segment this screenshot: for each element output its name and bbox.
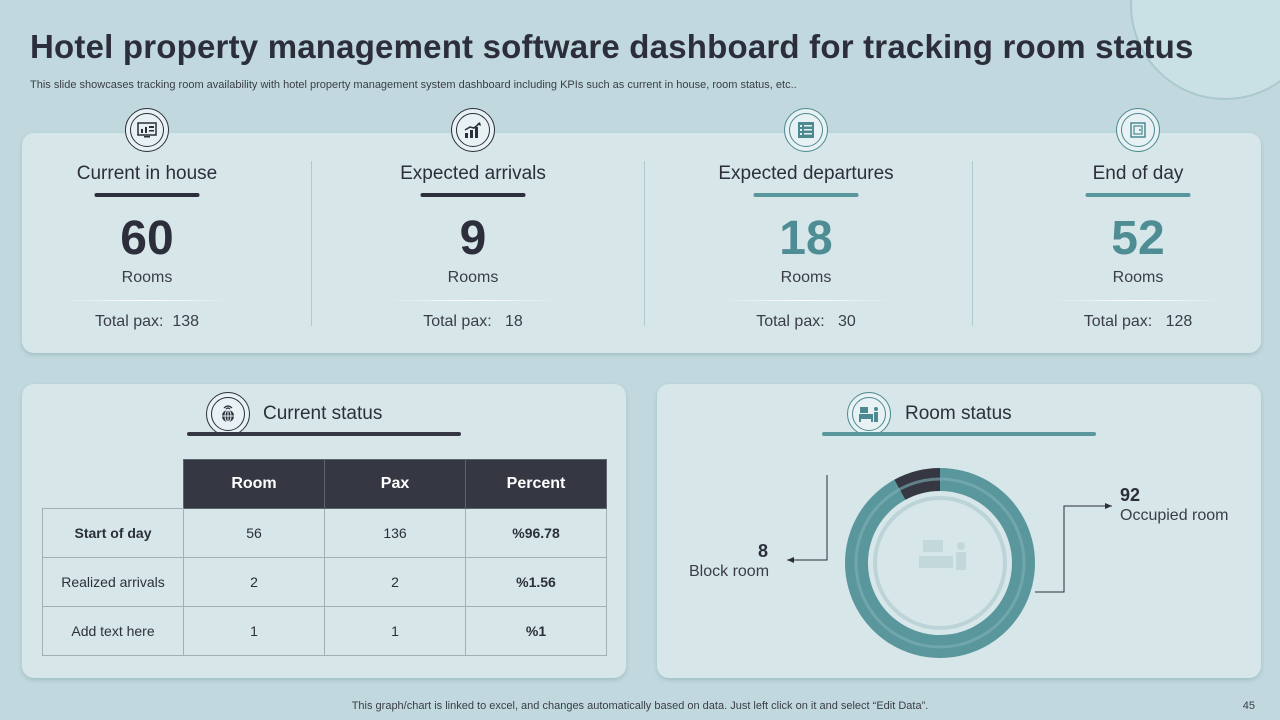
page-title: Hotel property management software dashb…: [30, 28, 1194, 65]
kpi-pax-label: Total pax:: [1083, 313, 1153, 330]
kpi-pax-value: 128: [1165, 313, 1193, 330]
footer-note: This graph/chart is linked to excel, and…: [351, 700, 929, 712]
room-status-underline: [822, 432, 1096, 436]
kpi-pax: Total pax: 18: [348, 313, 598, 331]
donut-inner-ring: [854, 477, 1026, 649]
kpi-pax-value: 30: [838, 313, 856, 330]
growth-chart-icon: [451, 108, 495, 152]
cell-pax: 2: [324, 557, 466, 607]
kpi-divider: [1048, 300, 1228, 301]
kpi-unit: Rooms: [1112, 269, 1164, 286]
occupied-room-label: Occupied room: [1120, 507, 1229, 524]
monitor-chart-icon: [125, 108, 169, 152]
cell-pax: 1: [324, 606, 466, 656]
kpi-value: 60: [120, 212, 174, 265]
table-row: Add text here 1 1 %1: [42, 606, 607, 656]
table-row: Realized arrivals 2 2 %1.56: [42, 557, 607, 607]
kpi-expected-departures: Expected departures 18 Rooms Total pax: …: [681, 108, 931, 353]
cell-room: 2: [183, 557, 325, 607]
donut-hole: [873, 496, 1007, 630]
occupied-leader-arrow: [1105, 503, 1112, 509]
kpi-separator: [311, 161, 312, 326]
cell-percent: %96.78: [465, 508, 607, 558]
kpi-pax-label: Total pax:: [756, 313, 825, 330]
block-leader-arrow: [787, 557, 794, 563]
kpi-divider: [383, 300, 563, 301]
page-number: 45: [1242, 700, 1255, 712]
column-header: Percent: [465, 459, 607, 509]
occupied-leader-line: [1035, 505, 1112, 593]
block-room-segment: [894, 468, 940, 500]
table-header-row: Room Pax Percent: [42, 459, 607, 509]
page-subtitle: This slide showcases tracking room avail…: [30, 79, 797, 91]
kpi-divider: [57, 300, 237, 301]
kpi-separator: [972, 161, 973, 326]
kpi-end-of-day: End of day 52 Rooms Total pax: 128: [1013, 108, 1263, 353]
watermark-bed-icon: [919, 540, 966, 570]
block-leader-line: [787, 475, 828, 561]
column-header: Pax: [324, 459, 466, 509]
door-icon: [1116, 108, 1160, 152]
kpi-pax-label: Total pax:: [423, 313, 492, 330]
kpi-pax: Total pax: 128: [1013, 313, 1263, 331]
checklist-icon: [784, 108, 828, 152]
table-corner-cell: [42, 459, 184, 509]
table-row: Start of day 56 136 %96.78: [42, 508, 607, 558]
cell-room: 1: [183, 606, 325, 656]
occupied-room-value: 92: [1120, 485, 1141, 505]
cell-percent: %1.56: [465, 557, 607, 607]
cell-percent: %1: [465, 606, 607, 656]
kpi-value: 18: [779, 212, 833, 265]
block-room-value: 8: [758, 541, 769, 561]
kpi-current-in-house: Current in house 60 Rooms Total pax: 138: [22, 108, 272, 353]
block-room-label: Block room: [689, 563, 770, 580]
kpi-pax: Total pax: 30: [681, 313, 931, 331]
kpi-divider: [716, 300, 896, 301]
kpi-separator: [644, 161, 645, 326]
kpi-unit: Rooms: [780, 269, 832, 286]
current-status-table: Room Pax Percent Start of day 56 136 %96…: [42, 459, 607, 656]
kpi-underline: [1085, 193, 1191, 197]
kpi-underline: [753, 193, 859, 197]
room-status-title: Room status: [905, 403, 1012, 424]
kpi-value: 9: [459, 212, 487, 265]
kpi-pax-value: 138: [172, 313, 200, 330]
kpi-underline: [94, 193, 200, 197]
row-label: Realized arrivals: [42, 557, 184, 607]
hotel-room-icon: [847, 392, 891, 436]
kpi-label: Expected departures: [718, 163, 894, 184]
current-status-panel: Current status Room Pax Percent Start of…: [22, 384, 626, 678]
cell-room: 56: [183, 508, 325, 558]
current-status-title: Current status: [263, 403, 383, 424]
kpi-pax-value: 18: [505, 313, 523, 330]
kpi-expected-arrivals: Expected arrivals 9 Rooms Total pax: 18: [348, 108, 598, 353]
kpi-pax: Total pax: 138: [22, 313, 272, 331]
globe-signal-icon: [206, 392, 250, 436]
kpi-unit: Rooms: [121, 269, 173, 286]
kpi-label: Current in house: [76, 163, 218, 184]
kpi-label: End of day: [1092, 163, 1184, 184]
kpi-underline: [420, 193, 526, 197]
kpi-panel: Current in house 60 Rooms Total pax: 138…: [22, 108, 1263, 353]
kpi-label: Expected arrivals: [400, 163, 546, 184]
column-header: Room: [183, 459, 325, 509]
current-status-underline: [187, 432, 461, 436]
row-label: Start of day: [42, 508, 184, 558]
cell-pax: 136: [324, 508, 466, 558]
room-status-panel: Room status 8 Block room 92 Occupied roo…: [657, 384, 1261, 678]
row-label: Add text here: [42, 606, 184, 656]
room-status-donut-chart: [787, 468, 1112, 658]
kpi-pax-label: Total pax:: [94, 313, 164, 330]
kpi-unit: Rooms: [447, 269, 499, 286]
kpi-value: 52: [1111, 212, 1165, 265]
